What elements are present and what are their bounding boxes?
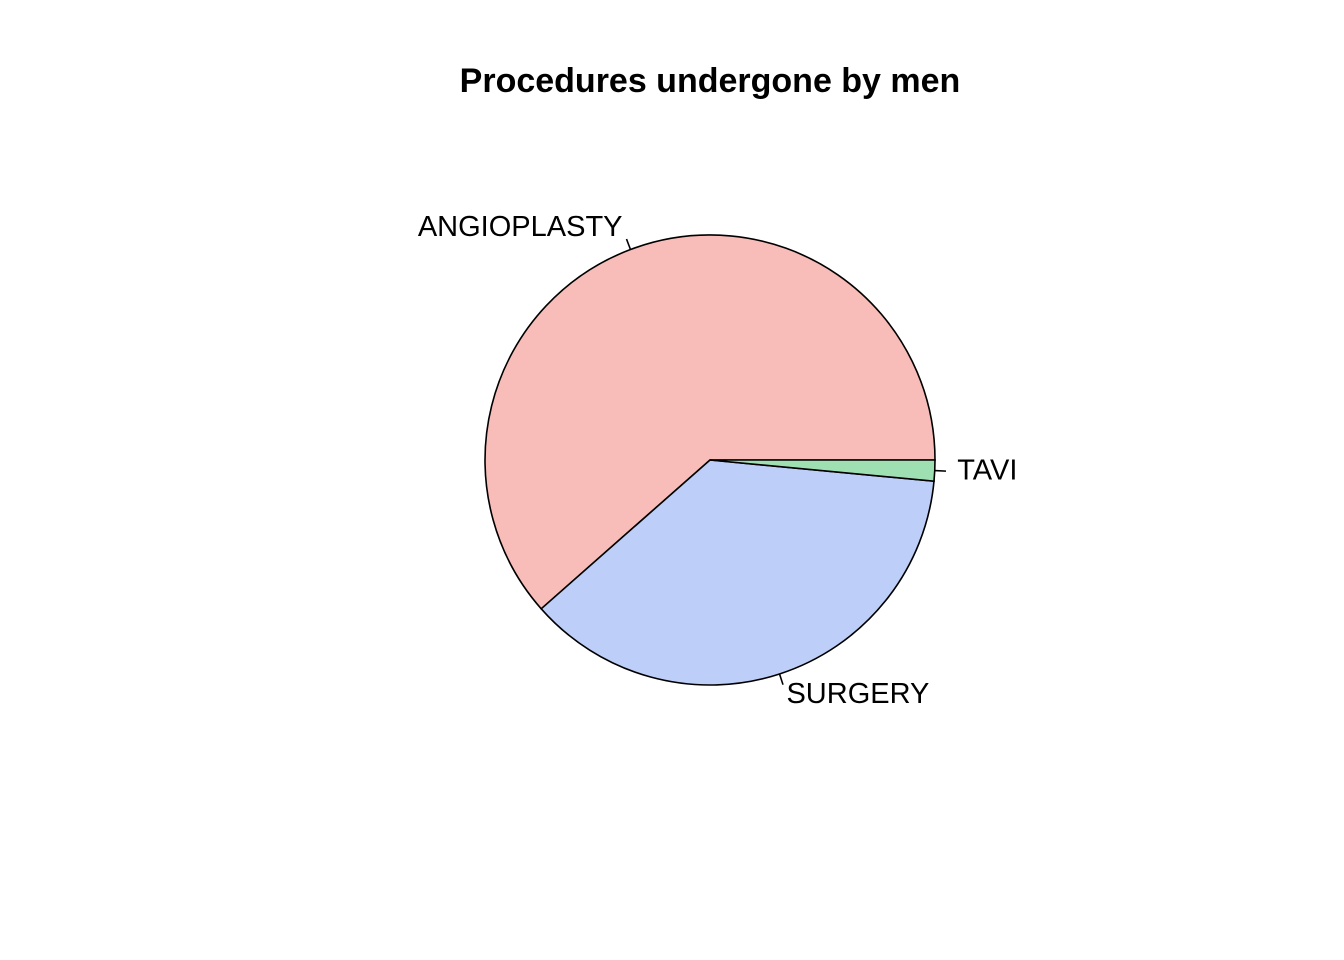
pie-slice-tavi — [709, 459, 936, 483]
chart-title: Procedures undergone by men — [460, 62, 961, 100]
pie-slices — [484, 234, 936, 686]
leader-line-angioplasty — [625, 238, 632, 250]
slice-label-tavi: TAVI — [957, 454, 1017, 486]
leader-line-tavi — [934, 469, 947, 472]
slice-label-surgery: SURGERY — [786, 678, 929, 710]
pie-slice-surgery — [540, 459, 935, 686]
slice-label-angioplasty: ANGIOPLASTY — [418, 211, 623, 243]
pie-labels: ANGIOPLASTY SURGERY TAVI — [418, 211, 1018, 710]
leader-line-surgery — [778, 673, 784, 685]
